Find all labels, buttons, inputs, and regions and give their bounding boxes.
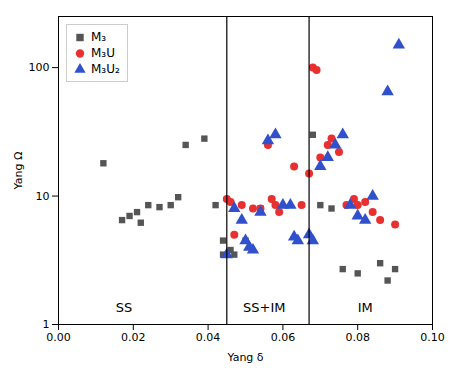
html-text:M₃: M₃: [91, 30, 107, 44]
svg-text:SS: SS: [116, 300, 133, 315]
svg-text:1: 1: [43, 318, 50, 331]
svg-text:100: 100: [29, 61, 50, 74]
svg-text:0.06: 0.06: [271, 331, 296, 344]
svg-text:0.00: 0.00: [46, 331, 71, 344]
svg-text:0.10: 0.10: [420, 331, 445, 344]
svg-text:0.02: 0.02: [121, 331, 146, 344]
svg-text:SS+IM: SS+IM: [243, 300, 285, 315]
svg-text:Yang Ω: Yang Ω: [12, 152, 25, 191]
svg-text:IM: IM: [358, 300, 373, 315]
html-text:M₃U: M₃U: [91, 46, 115, 60]
svg-text:0.08: 0.08: [345, 331, 370, 344]
svg-text:10: 10: [36, 190, 50, 203]
svg-text:Yang δ: Yang δ: [226, 351, 263, 364]
svg-text:0.04: 0.04: [196, 331, 221, 344]
html-text:M₃U₂: M₃U₂: [91, 62, 120, 76]
